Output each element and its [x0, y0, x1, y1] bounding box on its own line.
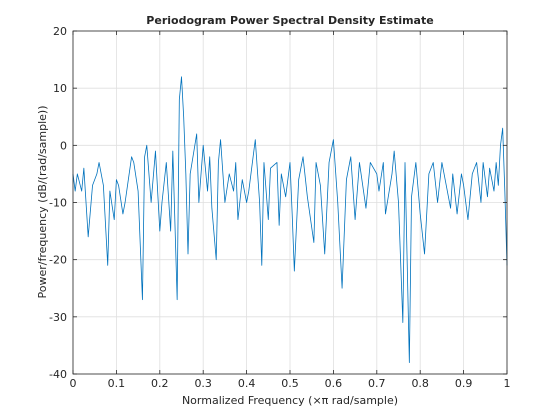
- y-tick-label: -20: [49, 254, 67, 267]
- x-tick-label: 0.4: [238, 377, 256, 390]
- x-tick-label: 0.3: [194, 377, 212, 390]
- y-tick-label: -10: [49, 197, 67, 210]
- y-tick-label: -30: [49, 311, 67, 324]
- x-axis-label: Normalized Frequency (×π rad/sample): [182, 394, 398, 407]
- psd-line: [72, 76, 508, 363]
- x-tick-label: 0.8: [411, 377, 429, 390]
- x-tick-label: 0.5: [281, 377, 299, 390]
- y-tick-label: 0: [60, 139, 67, 152]
- x-tick-label: 0.2: [151, 377, 169, 390]
- ticks: 0 0.1 0.2 0.3 0.4 0.5 0.6 0.7 0.8 0.9 1 -40 -30 -20 -1…: [49, 25, 510, 390]
- y-tick-label: 20: [53, 25, 67, 38]
- y-axis-label: Power/frequency (dB/(rad/sample)): [36, 106, 49, 299]
- x-tick-label: 0.1: [108, 377, 126, 390]
- x-tick-label: 1: [504, 377, 511, 390]
- chart-title: Periodogram Power Spectral Density Estim…: [146, 14, 433, 27]
- x-tick-label: 0.6: [325, 377, 343, 390]
- plot: [72, 76, 508, 363]
- x-tick-label: 0.9: [455, 377, 473, 390]
- y-tick-label: 10: [53, 82, 67, 95]
- y-tick-label: -40: [49, 368, 67, 381]
- x-tick-label: 0.7: [368, 377, 386, 390]
- x-tick-label: 0: [70, 377, 77, 390]
